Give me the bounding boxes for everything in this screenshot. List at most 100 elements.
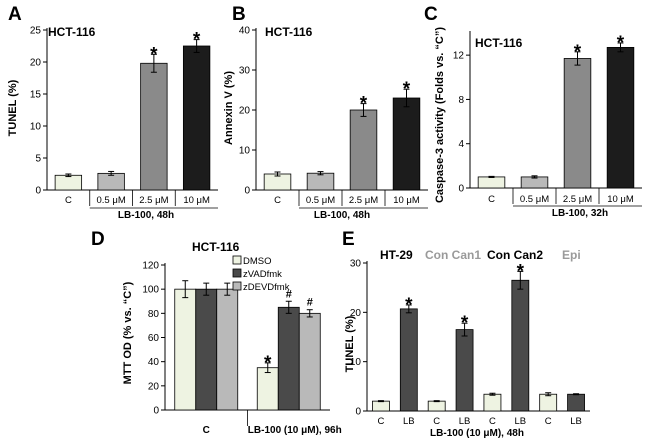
panel-label-a: A <box>8 4 22 25</box>
panel-c: C HCT-116 Caspase-3 activity (Folds vs. … <box>424 4 642 219</box>
bar-c <box>477 176 506 189</box>
significance-star-b: * <box>360 94 368 115</box>
significance-star-c: * <box>617 33 625 54</box>
x-axis-label-b: LB-100, 48h <box>314 210 370 221</box>
y-tick-label-e: 0 <box>355 407 361 418</box>
significance-hash-d-zvadfmk: # <box>286 288 292 300</box>
y-tick-label-a: 0 <box>35 186 41 197</box>
category-label-b: 2.5 μM <box>349 195 378 206</box>
category-label-b: 10 μM <box>393 195 420 206</box>
bar-d-dmso <box>174 288 197 411</box>
category-label-e: LB <box>515 416 527 427</box>
y-tick-label-e: 30 <box>350 259 362 270</box>
panel-label-e: E <box>342 229 355 250</box>
y-tick-label-b: 10 <box>239 146 251 157</box>
legend-swatch-zdevdfmk <box>232 281 242 291</box>
category-label-b: 0.5 μM <box>306 195 335 206</box>
significance-hash-d-zdevdfmk: # <box>307 297 313 309</box>
chart-title-d: HCT-116 <box>192 240 240 254</box>
significance-star-c: * <box>574 42 582 63</box>
bar-a <box>140 62 168 191</box>
y-tick-label-a: 5 <box>35 154 41 165</box>
bar-e-6 <box>511 279 530 412</box>
y-axis-label-d: MTT OD (% vs. “C”) <box>122 281 134 384</box>
legend-label-zvadfmk: zVADfmk <box>243 269 282 280</box>
y-tick-label-c: 0 <box>458 184 464 195</box>
y-tick-label-d: 120 <box>142 261 159 272</box>
y-tick-label-e: 10 <box>350 357 362 368</box>
chart-title-c: HCT-116 <box>475 36 523 50</box>
bar-a <box>97 172 125 191</box>
y-tick-label-d: 60 <box>148 333 160 344</box>
chart-title-b: HCT-116 <box>265 25 313 39</box>
y-tick-label-b: 20 <box>239 106 251 117</box>
category-label-e: C <box>545 416 552 427</box>
y-axis-label-e: TUNEL (%) <box>344 315 356 372</box>
category-label-e: C <box>433 416 440 427</box>
category-label-c: 0.5 μM <box>520 194 549 205</box>
category-label-c: 2.5 μM <box>563 194 592 205</box>
bar-d-zdevdfmk <box>298 312 321 411</box>
bar-e-2 <box>399 308 418 412</box>
panel-e: E HT-29 Con Can1 Con Can2 Epi TUNEL (%) … <box>342 229 590 439</box>
significance-star-b: * <box>403 79 411 100</box>
x-axis-label-e: LB-100 (10 μM), 48h <box>430 428 524 439</box>
y-tick-label-c: 8 <box>458 95 464 106</box>
category-label-c: 10 μM <box>607 194 634 205</box>
significance-star-e-6: * <box>517 261 525 282</box>
category-label-d: C <box>203 425 210 436</box>
chart-title-e-ht29: HT-29 <box>380 248 413 262</box>
legend-swatch-zvadfmk <box>232 268 242 278</box>
category-label-a: 0.5 μM <box>97 195 126 206</box>
bar-b <box>392 97 421 191</box>
bar-e-8 <box>567 393 585 412</box>
legend-label-dmso: DMSO <box>243 256 272 267</box>
chart-title-e-epi: Epi <box>562 248 581 262</box>
bar-d-zvadfmk <box>195 288 218 411</box>
y-tick-label-a: 25 <box>30 26 42 37</box>
panel-label-d: D <box>91 229 105 250</box>
chart-title-e-concan1: Con Can1 <box>425 248 481 262</box>
panel-d: D HCT-116 MTT OD (% vs. “C”) 0 20 40 60 80 10… <box>91 229 342 436</box>
y-tick-label-e: 20 <box>350 308 362 319</box>
y-tick-label-a: 10 <box>30 122 42 133</box>
bar-b <box>349 109 378 191</box>
y-tick-label-a: 15 <box>30 90 42 101</box>
y-tick-label-c: 4 <box>458 139 464 150</box>
y-tick-label-d: 100 <box>142 285 159 296</box>
significance-star-a: * <box>193 30 201 51</box>
chart-title-a: HCT-116 <box>48 25 96 39</box>
category-label-e: C <box>378 416 385 427</box>
chart-title-e-concan2: Con Can2 <box>487 248 543 262</box>
legend-swatch-dmso <box>232 255 242 265</box>
bar-a <box>182 45 211 191</box>
bar-c <box>520 176 549 189</box>
x-axis-label-a: LB-100, 48h <box>118 210 174 221</box>
bar-e-1 <box>372 400 390 412</box>
significance-star-e-4: * <box>461 313 469 334</box>
y-tick-label-d: 0 <box>153 406 159 417</box>
y-axis-label-a: TUNEL (%) <box>7 79 19 136</box>
category-label-e: LB <box>570 416 582 427</box>
x-axis-label-c: LB-100, 32h <box>552 208 608 219</box>
y-tick-label-c: 12 <box>453 51 465 62</box>
bar-c <box>606 46 635 189</box>
category-label-b: C <box>274 195 281 206</box>
bar-e-4 <box>455 329 474 412</box>
legend-label-zdevdfmk: zDEVDfmk <box>243 282 290 293</box>
bar-c <box>563 58 592 189</box>
y-axis-label-b: Annexin V (%) <box>223 71 235 145</box>
panel-label-c: C <box>424 4 438 25</box>
y-tick-label-d: 40 <box>148 357 160 368</box>
y-tick-label-d: 20 <box>148 381 160 392</box>
significance-star-a: * <box>150 44 158 65</box>
category-label-c: C <box>488 194 495 205</box>
bar-b <box>306 172 335 191</box>
y-tick-label-b: 30 <box>239 66 251 77</box>
significance-star-e-2: * <box>405 295 413 316</box>
bar-d-zvadfmk <box>277 306 300 411</box>
panel-b: B HCT-116 Annexin V (%) 0 10 20 30 40 C 0.5 μM… <box>223 4 428 221</box>
y-tick-label-b: 0 <box>244 186 250 197</box>
category-label-d: LB-100 (10 μM), 96h <box>248 425 342 436</box>
panel-label-b: B <box>232 4 246 25</box>
